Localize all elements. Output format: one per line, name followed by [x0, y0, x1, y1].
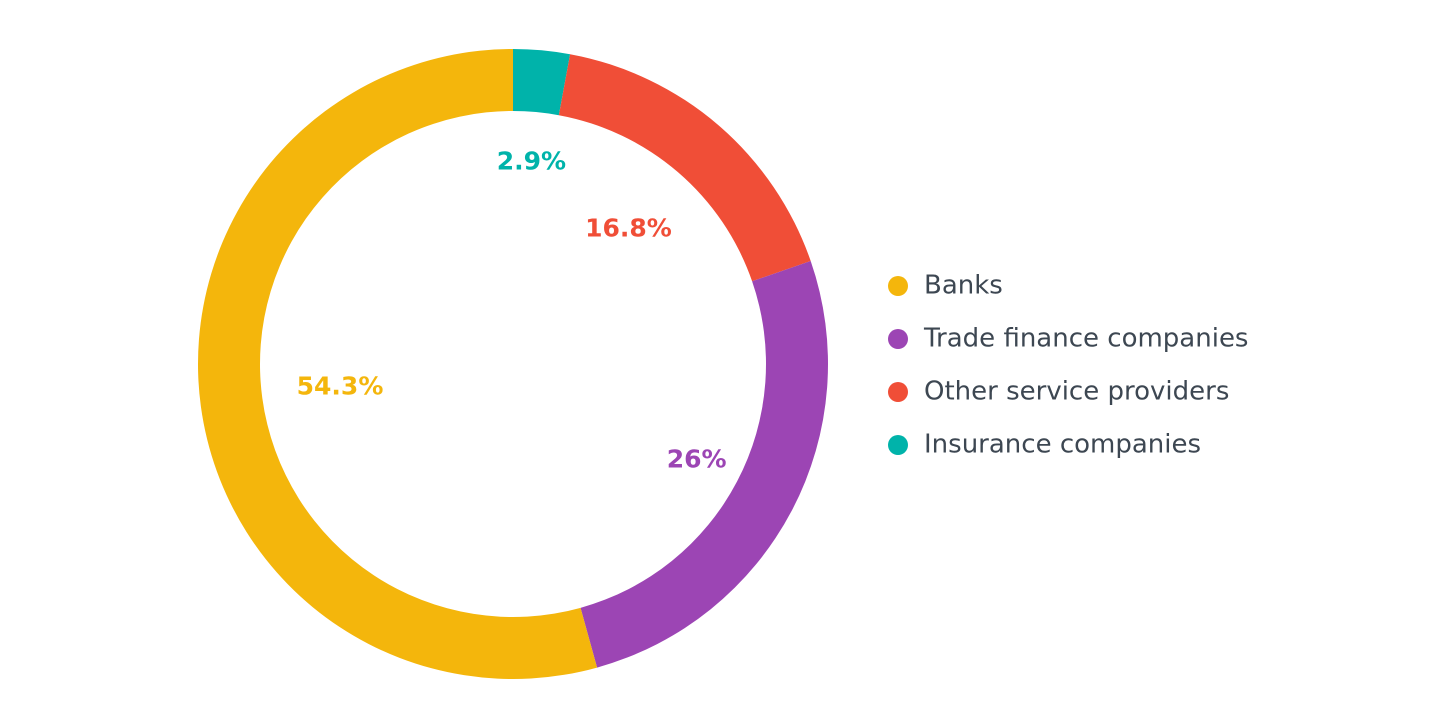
- legend-label-insurance-companies: Insurance companies: [924, 430, 1201, 460]
- legend: Banks Trade finance companies Other servic…: [888, 271, 1248, 460]
- donut-slices: [197, 49, 828, 679]
- slice-other-service-providers: [558, 54, 811, 282]
- legend-marker-banks: [888, 276, 908, 296]
- slice-label-banks: 54.3%: [297, 372, 384, 401]
- slice-banks: [197, 49, 598, 679]
- legend-label-trade-finance-companies: Trade finance companies: [923, 324, 1248, 354]
- legend-marker-trade-finance-companies: [888, 329, 908, 349]
- legend-marker-other-service-providers: [888, 382, 908, 402]
- slice-trade-finance-companies: [580, 261, 828, 668]
- slice-label-other-service-providers: 16.8%: [585, 214, 672, 243]
- slice-label-trade-finance-companies: 26%: [667, 445, 727, 474]
- slice-label-insurance-companies: 2.9%: [497, 146, 566, 175]
- slice-labels: 2.9% 16.8% 26% 54.3%: [297, 146, 727, 473]
- legend-marker-insurance-companies: [888, 435, 908, 455]
- legend-label-banks: Banks: [924, 271, 1003, 301]
- slice-insurance-companies: [513, 49, 571, 116]
- legend-label-other-service-providers: Other service providers: [924, 377, 1229, 407]
